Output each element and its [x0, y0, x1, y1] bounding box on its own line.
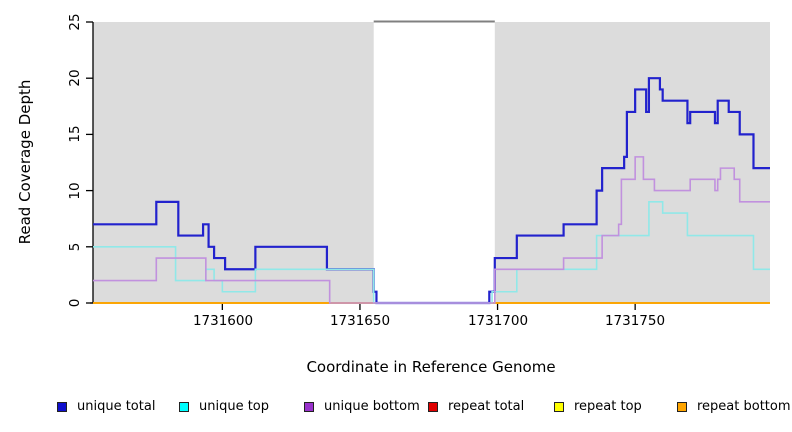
coverage-plot-canvas: [86, 20, 770, 310]
unique-total-swatch-icon: [57, 401, 67, 412]
y-tick-label: 20: [67, 69, 83, 87]
legend-item-unique-top: unique top: [179, 399, 269, 414]
repeat-top-swatch-icon: [554, 401, 564, 412]
y-tick-label: 0: [67, 298, 83, 308]
y-tick-label: 5: [67, 242, 83, 252]
y-tick-label: 25: [67, 13, 83, 31]
legend-label: unique bottom: [324, 399, 420, 414]
unique-bottom-swatch-icon: [304, 401, 314, 412]
repeat-bottom-swatch-icon: [677, 401, 687, 412]
unique-top-swatch-icon: [179, 401, 189, 412]
x-axis-title: Coordinate in Reference Genome: [306, 358, 556, 376]
y-tick-label: 10: [67, 182, 83, 200]
legend-label: unique top: [199, 399, 270, 414]
repeat-total-swatch-icon: [428, 401, 438, 412]
legend-label: repeat top: [574, 399, 642, 414]
x-tick-label: 1731600: [192, 313, 254, 329]
x-tick-label: 1731750: [604, 313, 666, 329]
y-tick-label: 15: [67, 125, 83, 143]
legend-item-unique-total: unique total: [57, 399, 155, 414]
y-axis-title: Read Coverage Depth: [16, 79, 34, 245]
legend-item-repeat-bottom: repeat bottom: [677, 399, 791, 414]
legend-item-unique-bottom: unique bottom: [304, 399, 420, 414]
x-tick-label: 1731700: [467, 313, 529, 329]
legend-label: repeat bottom: [697, 399, 791, 414]
legend-item-repeat-top: repeat top: [554, 399, 642, 414]
x-tick-label: 1731650: [329, 313, 391, 329]
legend-label: unique total: [77, 399, 156, 414]
legend-item-repeat-total: repeat total: [428, 399, 524, 414]
legend-label: repeat total: [448, 399, 525, 414]
